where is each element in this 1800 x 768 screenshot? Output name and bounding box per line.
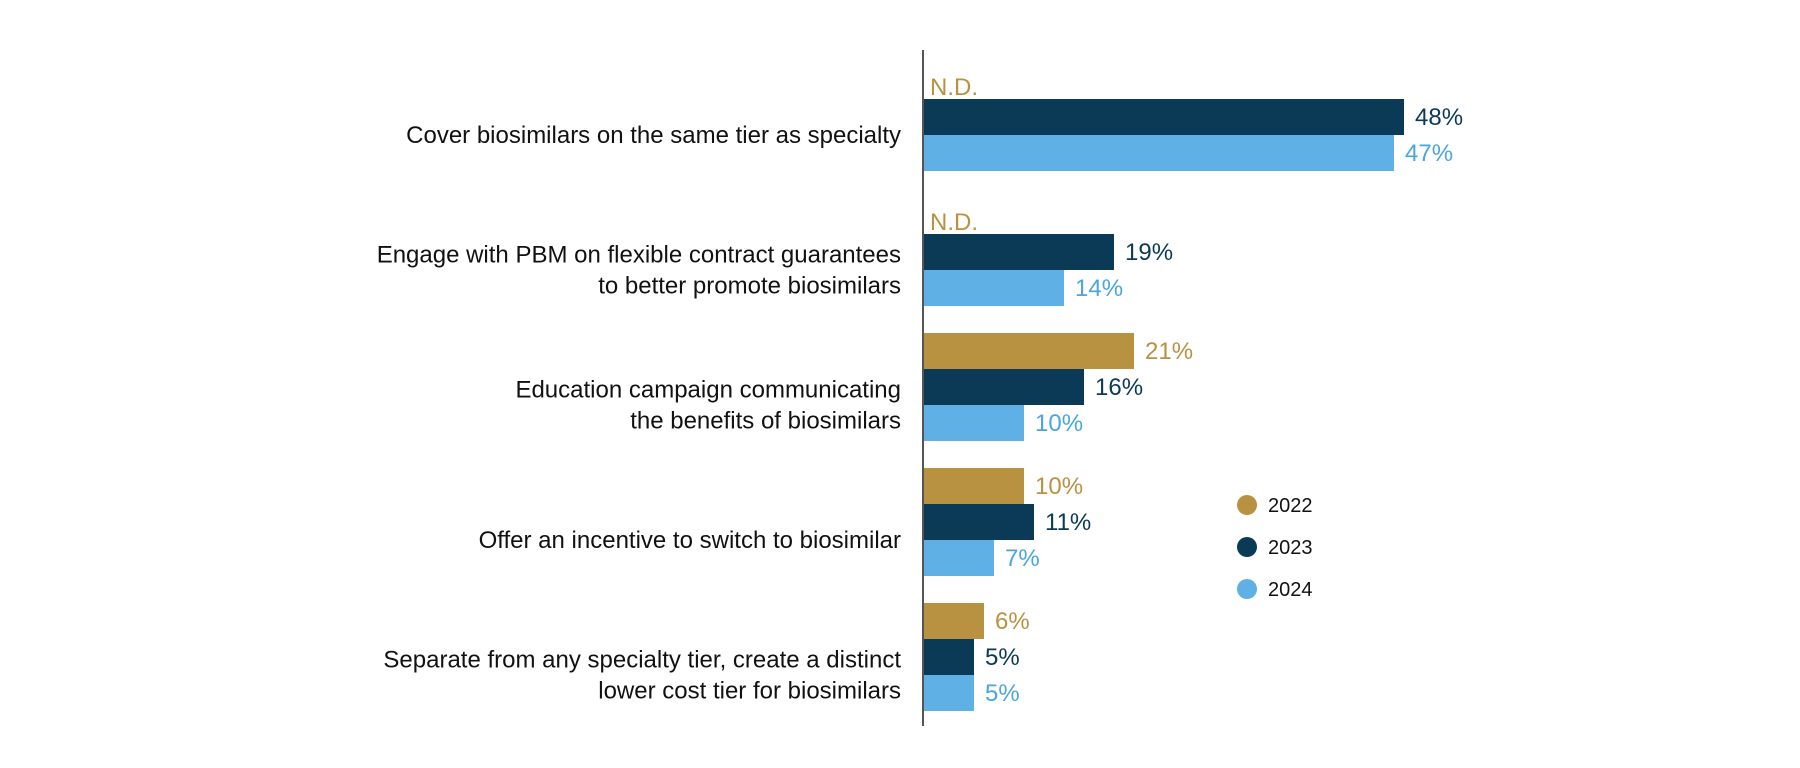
- legend-swatch-2023: [1237, 537, 1257, 557]
- bar-2023: [924, 234, 1114, 270]
- bar-2024: [924, 135, 1394, 171]
- bar-2023: [924, 639, 974, 675]
- bar-2024: [924, 270, 1064, 306]
- value-label-2022: 21%: [1145, 338, 1193, 365]
- legend-label-2023: 2023: [1268, 537, 1313, 559]
- value-label-2022: 6%: [995, 608, 1030, 635]
- bar-2022: [924, 333, 1134, 369]
- value-label-2023: 5%: [985, 644, 1020, 671]
- value-label-2023: 11%: [1045, 509, 1091, 536]
- value-label-2022: N.D.: [930, 209, 978, 236]
- bar-2024: [924, 540, 994, 576]
- bar-2023: [924, 504, 1034, 540]
- bar-2024: [924, 405, 1024, 441]
- legend-label-2024: 2024: [1268, 579, 1313, 601]
- value-label-2023: 16%: [1095, 374, 1143, 401]
- value-labels: N.D. 48% 47% N.D. 19%14% 21%16% 10% 10% 11%7% 6% 5…: [930, 74, 1463, 707]
- bar-2022: [924, 468, 1024, 504]
- category-label: Cover biosimilars on the same tier as sp…: [406, 122, 901, 149]
- bar-2022: [924, 603, 984, 639]
- category-label: Education campaign communicating the bene…: [515, 377, 901, 435]
- value-label-2024: 14%: [1075, 275, 1123, 302]
- value-label-2024: 7%: [1005, 545, 1040, 572]
- value-label-2023: 48%: [1415, 104, 1463, 131]
- bar-2024: [924, 675, 974, 711]
- legend: 2022 2023 2024: [1237, 495, 1313, 601]
- bars: [924, 99, 1404, 711]
- legend-label-2022: 2022: [1268, 495, 1313, 517]
- category-label: Separate from any specialty tier, create…: [383, 647, 901, 705]
- bar-2023: [924, 369, 1084, 405]
- value-label-2023: 19%: [1125, 239, 1173, 266]
- category-label: Engage with PBM on flexible contract gua…: [377, 242, 901, 300]
- value-label-2024: 10%: [1035, 410, 1083, 437]
- value-label-2024: 5%: [985, 680, 1020, 707]
- legend-swatch-2024: [1237, 579, 1257, 599]
- value-label-2024: 47%: [1405, 140, 1453, 167]
- category-labels: Cover biosimilars on the same tier as sp…: [377, 122, 902, 705]
- bar-2023: [924, 99, 1404, 135]
- value-label-2022: N.D.: [930, 74, 978, 101]
- category-label: Offer an incentive to switch to biosimil…: [479, 527, 901, 554]
- legend-swatch-2022: [1237, 495, 1257, 515]
- value-label-2022: 10%: [1035, 473, 1083, 500]
